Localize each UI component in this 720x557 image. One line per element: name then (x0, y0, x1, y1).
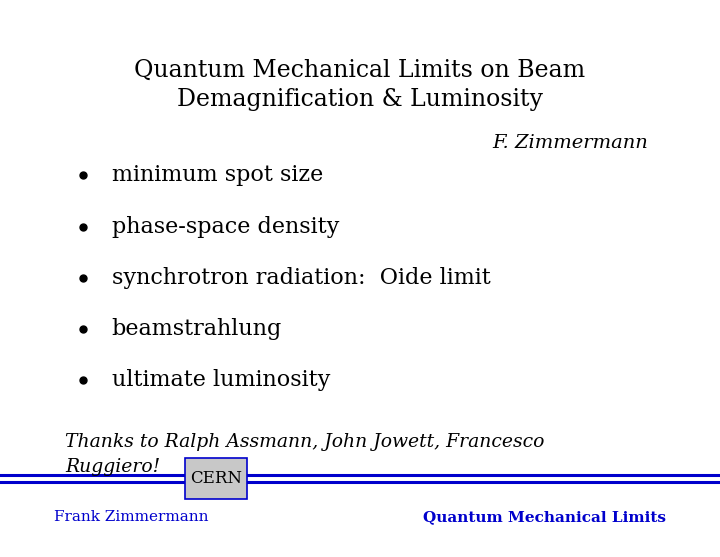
Text: Frank Zimmermann: Frank Zimmermann (54, 510, 209, 524)
Text: synchrotron radiation:  Oide limit: synchrotron radiation: Oide limit (112, 267, 490, 289)
Text: phase-space density: phase-space density (112, 216, 339, 238)
Text: F. Zimmermann: F. Zimmermann (492, 134, 648, 152)
FancyBboxPatch shape (186, 458, 246, 499)
Text: Quantum Mechanical Limits: Quantum Mechanical Limits (423, 510, 666, 524)
Text: Thanks to Ralph Assmann, John Jowett, Francesco
Ruggiero!: Thanks to Ralph Assmann, John Jowett, Fr… (65, 433, 544, 476)
Text: ultimate luminosity: ultimate luminosity (112, 369, 330, 392)
Text: beamstrahlung: beamstrahlung (112, 318, 282, 340)
Text: minimum spot size: minimum spot size (112, 164, 323, 187)
Text: Quantum Mechanical Limits on Beam
Demagnification & Luminosity: Quantum Mechanical Limits on Beam Demagn… (135, 58, 585, 111)
Text: CERN: CERN (190, 470, 242, 487)
